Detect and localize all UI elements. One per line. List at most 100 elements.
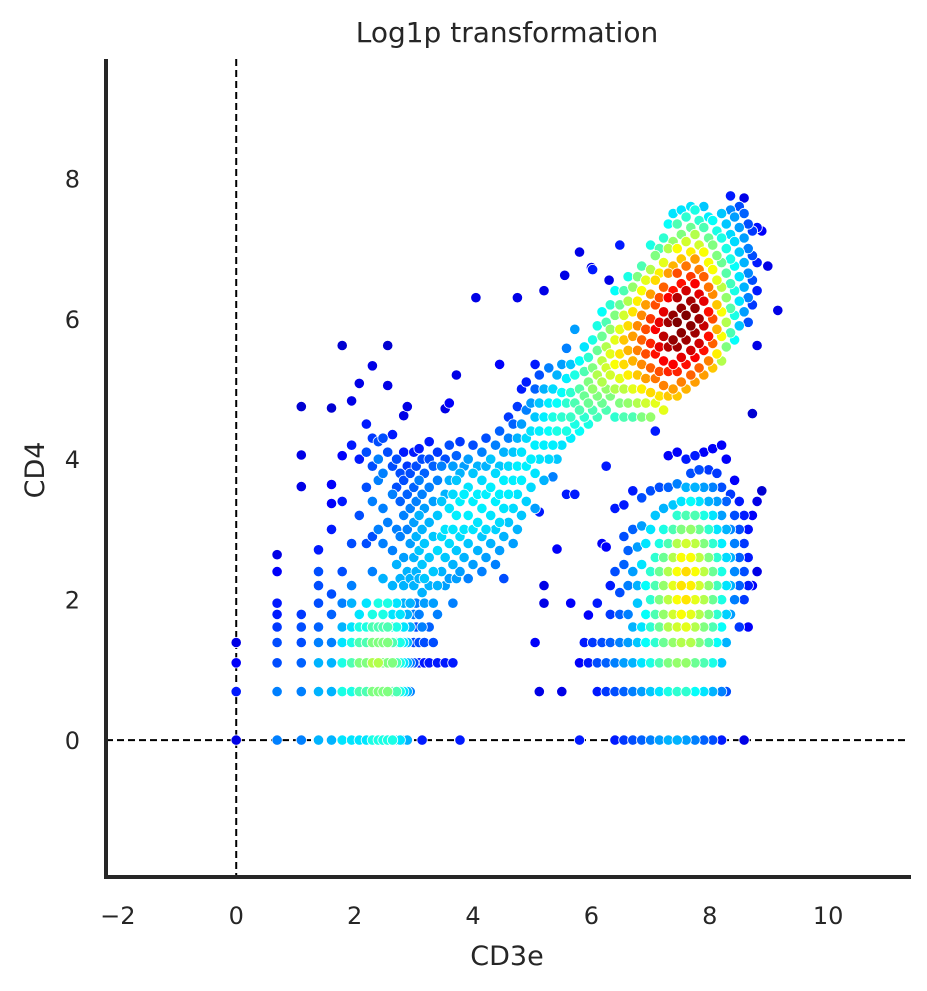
data-point [416,523,428,536]
data-point [689,204,701,216]
data-point [586,383,599,395]
data-point [657,523,670,536]
data-point [685,551,697,564]
data-point [507,537,519,550]
data-point [431,446,444,458]
data-point [622,579,634,592]
data-point [312,734,325,746]
data-point [573,246,586,258]
data-point [515,446,528,458]
data-point [447,657,459,669]
data-point [569,369,581,381]
data-point [711,467,723,479]
data-point [720,316,732,328]
data-point [685,579,697,592]
data-point [689,302,701,314]
data-point [366,360,378,372]
data-point [640,372,652,385]
data-point [689,481,701,493]
data-point [472,544,484,557]
data-point [480,551,492,564]
data-point [693,337,705,349]
data-point [671,243,683,255]
data-point [413,509,425,522]
data-point [454,565,466,578]
data-point [377,467,389,479]
data-point [675,551,687,564]
data-point [720,608,732,621]
data-point [377,502,389,514]
data-point [325,588,338,600]
data-point [551,369,563,381]
data-point [675,523,687,536]
data-point [401,523,413,536]
data-point [543,453,555,465]
data-point [511,523,524,536]
data-point [386,579,399,592]
data-point [680,621,692,633]
data-point [520,495,532,507]
data-point [657,551,670,564]
data-point [591,597,603,609]
data-point [715,207,728,220]
data-point [493,425,506,437]
data-point [609,565,621,578]
data-point [511,292,524,304]
data-point [720,243,732,255]
data-point [336,685,348,698]
data-point [560,425,573,437]
data-point [565,411,577,423]
data-point [295,449,307,461]
data-point [476,446,488,458]
data-point [578,341,590,353]
data-point [689,253,701,265]
data-point [427,565,439,578]
x-axis-label: CD3e [470,941,543,972]
data-point [728,509,741,522]
data-points [230,190,784,746]
data-point [325,523,338,536]
x-tick-label: 2 [347,902,362,930]
data-point [345,537,358,550]
data-point [230,636,242,649]
data-point [493,544,506,557]
data-point [435,460,448,472]
data-point [649,509,661,522]
data-point [551,397,563,409]
data-point [738,232,750,244]
data-point [372,523,384,536]
data-point [295,621,307,633]
data-point [649,274,661,286]
data-point [345,439,358,451]
data-point [515,509,528,522]
data-point [738,594,750,606]
data-point [462,453,474,465]
data-point [671,267,683,279]
data-point [377,608,389,621]
data-point [702,523,715,536]
data-point [382,636,394,649]
data-point [720,551,732,564]
data-point [498,446,510,458]
data-point [382,621,394,633]
data-point [671,446,683,458]
data-point [386,657,399,669]
data-point [515,474,528,486]
data-point [582,609,595,621]
data-point [622,397,634,409]
data-point [675,636,687,649]
data-point [485,537,497,550]
data-point [325,636,338,649]
data-point [604,299,616,311]
y-tick-label: 2 [65,587,80,615]
data-point [336,621,348,633]
data-point [636,558,648,571]
data-point [325,657,338,669]
data-point [390,453,403,465]
data-point [447,523,459,536]
data-point [702,579,715,592]
data-point [480,432,492,444]
data-point [312,565,325,578]
data-point [675,579,687,592]
data-point [640,579,652,592]
